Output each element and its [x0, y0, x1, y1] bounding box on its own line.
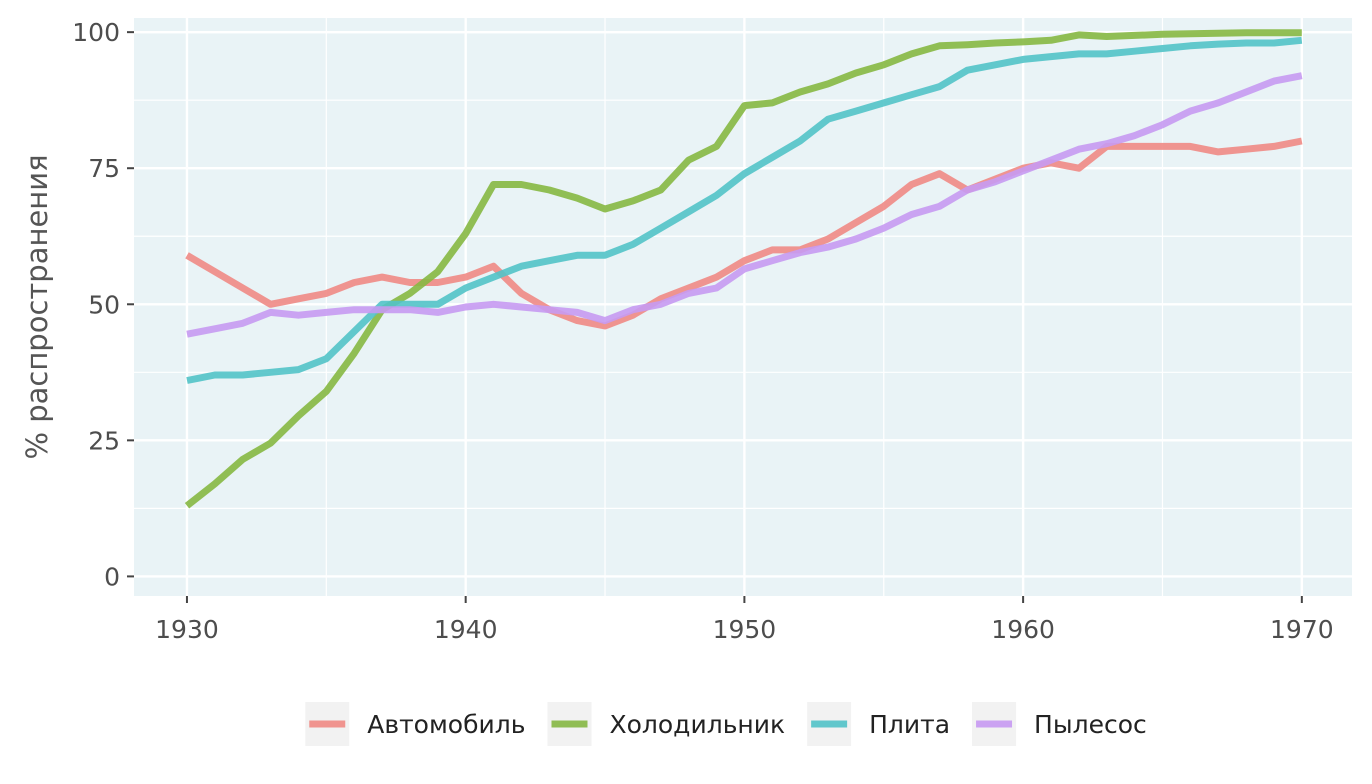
- x-tick-label: 1930: [155, 615, 219, 644]
- y-tick-label: 25: [88, 426, 120, 455]
- y-tick-label: 0: [104, 562, 120, 591]
- legend-label: Плита: [869, 710, 950, 739]
- y-axis: 0 25 50 75 100: [72, 18, 134, 591]
- legend: Автомобиль Холодильник Плита Пылесос: [305, 702, 1147, 746]
- series-line-3: [186, 36, 1303, 384]
- minor-gridlines: [134, 18, 1352, 596]
- legend-label: Пылесос: [1034, 710, 1147, 739]
- y-tick-label: 100: [72, 18, 120, 47]
- x-tick-label: 1950: [713, 615, 777, 644]
- x-tick-label: 1970: [1270, 615, 1334, 644]
- series-line-1: [185, 137, 1303, 330]
- x-tick-label: 1940: [434, 615, 498, 644]
- legend-label: Автомобиль: [367, 710, 525, 739]
- series-line-2: [184, 29, 1302, 509]
- series-line-4: [186, 72, 1303, 338]
- plot-panel: [134, 18, 1352, 596]
- x-axis: 1930 1940 1950 1960 1970: [155, 596, 1334, 644]
- legend-label: Холодильник: [609, 710, 785, 739]
- y-tick-label: 75: [88, 154, 120, 183]
- series-lines: [184, 29, 1303, 509]
- x-tick-label: 1960: [991, 615, 1055, 644]
- y-tick-label: 50: [88, 290, 120, 319]
- y-axis-title: % распространения: [20, 154, 54, 459]
